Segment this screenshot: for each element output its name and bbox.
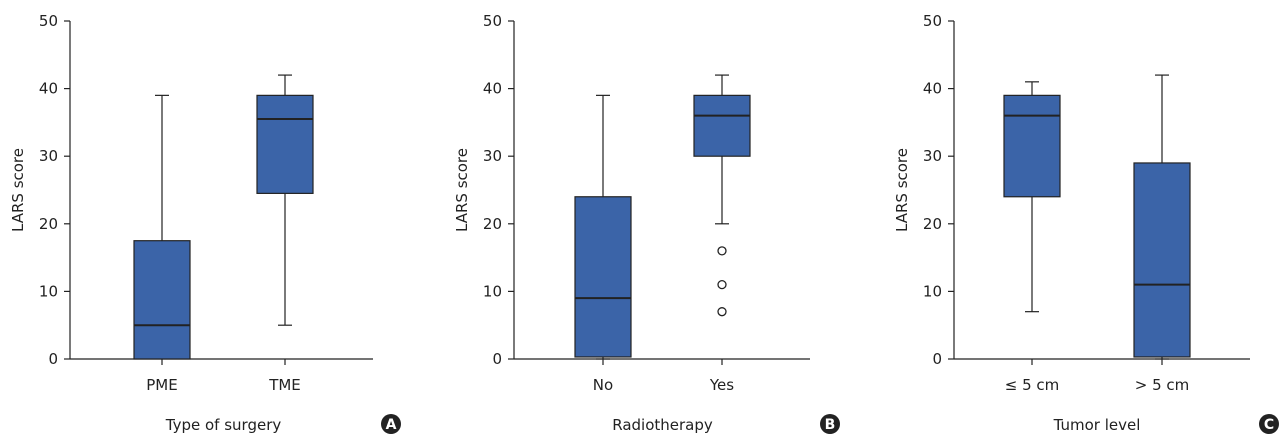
panel-badge-letter: C: [1264, 417, 1274, 433]
y-tick-label: 0: [492, 350, 502, 368]
outlier-point: [717, 307, 727, 317]
box-body: [1003, 94, 1061, 198]
panel-badge-letter: A: [386, 417, 397, 433]
panel-b: 0 10 20 30 40 50 LARS score No Yes Radiotherapy B: [453, 12, 840, 434]
x-axis-title: Type of surgery: [165, 416, 282, 434]
panel-badge-circle: [1259, 414, 1279, 434]
x-tick-label: No: [593, 376, 613, 394]
y-tick-label: 30: [39, 147, 58, 165]
x-tick-label: PME: [146, 376, 177, 394]
box-1: [1133, 74, 1191, 360]
box-body: [693, 94, 751, 157]
x-tick-label: TME: [268, 376, 301, 394]
y-axis-title: LARS score: [453, 148, 471, 232]
y-tick-label: 20: [483, 215, 502, 233]
y-tick-label: 40: [483, 80, 502, 98]
x-tick-label: Yes: [709, 376, 734, 394]
box-body: [256, 94, 314, 194]
y-tick-label: 30: [923, 147, 942, 165]
y-tick-label: 20: [923, 215, 942, 233]
y-tick-label: 50: [923, 12, 942, 30]
panel-badge-circle: [820, 414, 840, 434]
box-body: [574, 196, 632, 358]
x-tick-label: > 5 cm: [1135, 376, 1190, 394]
y-tick-label: 10: [923, 282, 942, 300]
panel-c: 0 10 20 30 40 50 LARS score ≤ 5 cm > 5 cm Tumor l…: [893, 12, 1279, 434]
panel-badge: A: [381, 414, 401, 434]
box-body: [1133, 162, 1191, 358]
panel-badge-circle: [381, 414, 401, 434]
y-tick-label: 30: [483, 147, 502, 165]
box-body: [133, 240, 191, 360]
y-axis-title: LARS score: [893, 148, 911, 232]
box-1: [693, 74, 751, 317]
panel-badge: B: [820, 414, 840, 434]
y-tick-label: 20: [39, 215, 58, 233]
y-tick-label: 50: [39, 12, 58, 30]
outlier-point: [717, 279, 727, 290]
x-tick-label: ≤ 5 cm: [1005, 376, 1060, 394]
y-axis-title: LARS score: [9, 148, 27, 232]
panel-badge-letter: B: [825, 417, 836, 433]
y-tick-label: 50: [483, 12, 502, 30]
box-0: [1003, 81, 1061, 313]
box-0: [574, 94, 632, 360]
box-0: [133, 94, 191, 360]
x-axis-title: Radiotherapy: [612, 416, 713, 434]
outlier-point: [717, 246, 727, 256]
y-tick-label: 10: [483, 282, 502, 300]
panel-a: 0 10 20 30 40 50 LARS score PME TME Type of surge…: [9, 12, 401, 434]
panel-badge: C: [1259, 414, 1279, 434]
y-tick-label: 0: [932, 350, 942, 368]
y-tick-label: 10: [39, 282, 58, 300]
y-tick-label: 0: [48, 350, 58, 368]
box-1: [256, 74, 314, 326]
y-tick-label: 40: [39, 80, 58, 98]
x-axis-title: Tumor level: [1053, 416, 1141, 434]
y-tick-label: 40: [923, 80, 942, 98]
